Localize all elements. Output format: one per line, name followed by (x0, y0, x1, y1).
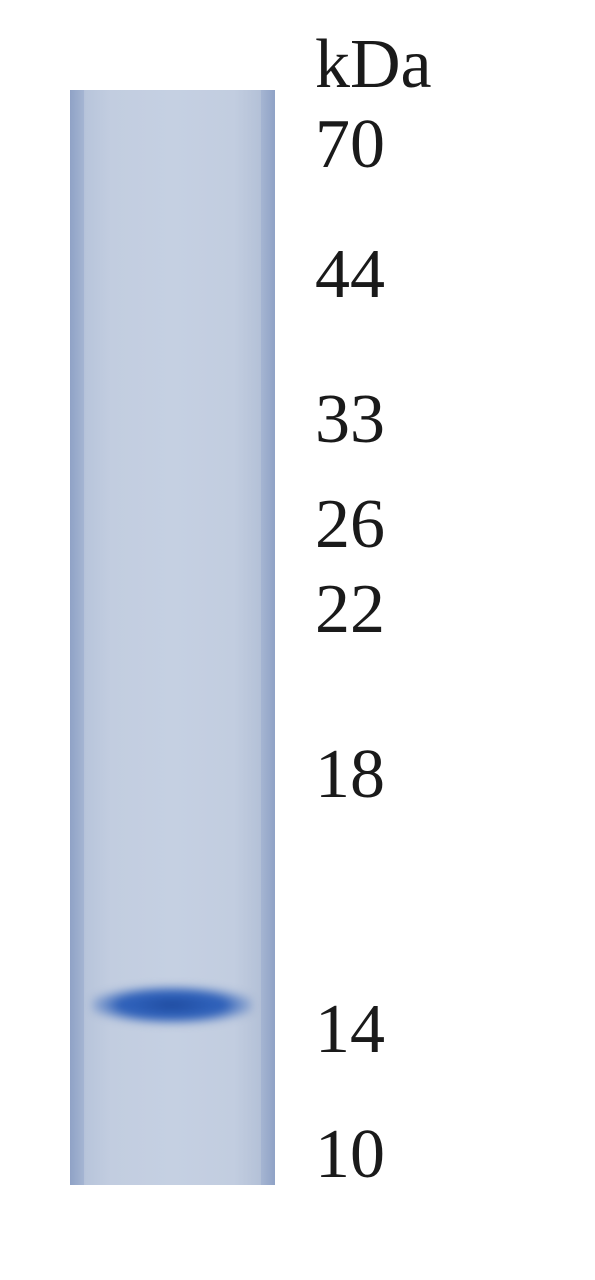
main-band-14kda (92, 982, 252, 1028)
lane-edge-right (261, 90, 275, 1185)
marker-label-26: 26 (315, 490, 385, 560)
marker-label-70: 70 (315, 110, 385, 180)
unit-label: kDa (315, 30, 432, 100)
marker-label-10: 10 (315, 1120, 385, 1190)
marker-label-14: 14 (315, 995, 385, 1065)
marker-label-18: 18 (315, 740, 385, 810)
gel-lane-container (70, 90, 275, 1185)
marker-label-22: 22 (315, 575, 385, 645)
lane-edge-left (70, 90, 84, 1185)
marker-label-33: 33 (315, 385, 385, 455)
marker-label-44: 44 (315, 240, 385, 310)
gel-lane (70, 90, 275, 1185)
